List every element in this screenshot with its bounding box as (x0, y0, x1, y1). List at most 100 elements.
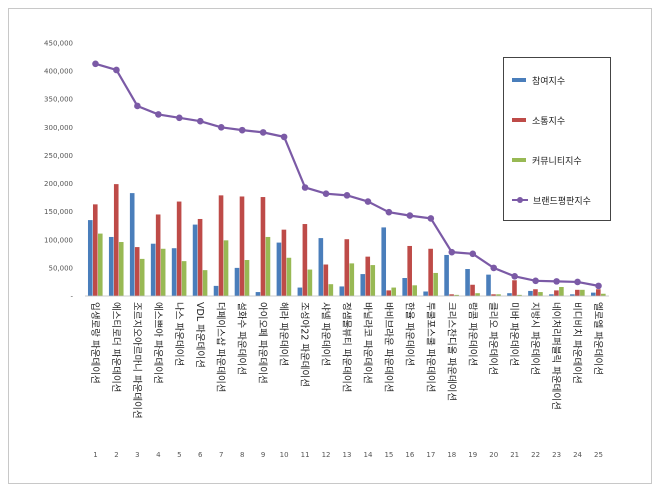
category-label: 샤넬 파운데이션 (320, 302, 332, 366)
rank-label: 23 (552, 451, 561, 459)
bar (139, 258, 145, 296)
rank-label: 24 (573, 451, 582, 459)
bar (129, 193, 135, 296)
category-label: 비디비치 파운데이션 (571, 302, 583, 384)
legend-swatch-communication (512, 118, 526, 122)
rank-label: 2 (114, 451, 118, 459)
bar (533, 289, 538, 296)
category-label: 크리스찬디올 파운데이션 (445, 302, 456, 401)
bar (575, 289, 580, 296)
legend-label-community: 커뮤니티지수 (532, 156, 582, 167)
bar (150, 243, 156, 296)
bar (517, 294, 522, 296)
bar (433, 272, 438, 296)
rank-label: 18 (447, 451, 456, 459)
bar (596, 289, 601, 296)
bar (134, 247, 140, 296)
bar (244, 260, 250, 296)
bar (302, 224, 308, 296)
line-point (217, 124, 225, 131)
bar (449, 294, 454, 296)
legend-label-participation: 참여지수 (532, 76, 566, 87)
bar (160, 248, 166, 296)
line-point (238, 126, 246, 134)
category-label: 지방시 파운데이션 (529, 302, 540, 375)
legend: 참여지수 소통지수 커뮤니티지수 브랜드평판지수 (503, 57, 611, 221)
bar (307, 269, 313, 296)
rank-label: 13 (343, 451, 352, 459)
bar (570, 294, 575, 296)
bar (454, 294, 459, 296)
line-point (490, 264, 498, 272)
legend-swatch-brand-reputation (512, 197, 528, 203)
bar (491, 294, 496, 296)
rank-label: 16 (405, 451, 414, 459)
rank-label: 1 (93, 451, 97, 459)
category-label: 조성아22 파운데이션 (299, 302, 310, 387)
line-point (574, 278, 581, 286)
bar (486, 274, 491, 296)
category-label: 더페이스샵 파운데이션 (215, 302, 226, 392)
bar (386, 290, 392, 296)
chart-canvas: - 50,000 100,000 150,000 200,000 250,000 300,0… (44, 40, 609, 459)
bar (281, 229, 287, 296)
chart-frame: - 50,000 100,000 150,000 200,000 250,000 300,0… (8, 8, 652, 484)
bar (328, 284, 334, 296)
bar (192, 224, 198, 296)
y-tick-label: - (70, 293, 73, 301)
line-point (196, 117, 204, 125)
category-label: 바비브라운 파운데이션 (382, 302, 393, 392)
bar (360, 274, 366, 296)
category-label: 정샘물뷰티 파운데이션 (341, 302, 352, 392)
bar (344, 239, 350, 296)
bar (391, 287, 397, 296)
category-label: 네이처리퍼블릭 파운데이션 (550, 302, 562, 410)
legend-item-communication: 소통지수 (512, 114, 565, 127)
bar (213, 285, 219, 296)
rank-label: 25 (594, 451, 603, 459)
rank-label: 22 (531, 451, 540, 459)
rank-label: 6 (198, 451, 203, 459)
line-point (595, 282, 602, 290)
line-point (113, 66, 120, 74)
category-label: 에스티로더 파운데이션 (110, 302, 121, 392)
rank-label: 12 (322, 451, 331, 459)
category-label: 설화수 파운데이션 (236, 302, 247, 375)
bar (365, 256, 371, 296)
line-point (364, 198, 372, 205)
line-point (406, 212, 414, 219)
line-point (92, 60, 99, 68)
category-label: 바닐라코 파운데이션 (361, 302, 372, 384)
rank-label: 10 (280, 451, 289, 459)
bar (407, 245, 412, 296)
legend-item-community: 커뮤니티지수 (512, 154, 582, 167)
rank-label: 7 (219, 451, 223, 459)
bar (87, 220, 93, 296)
line-point (343, 192, 351, 199)
bar (181, 261, 187, 296)
category-label: 투쿨포스쿨 파운데이션 (424, 302, 435, 392)
bar (470, 284, 475, 296)
category-label: 나스 파운데이션 (173, 302, 184, 366)
category-label: 클리오 파운데이션 (487, 302, 498, 375)
line-point (301, 184, 309, 191)
y-tick-label: 100,000 (44, 236, 73, 244)
bar (260, 197, 266, 296)
rank-label: 3 (135, 451, 139, 459)
category-label: 아이오페 파운데이션 (257, 302, 268, 384)
category-label: 미바 파운데이션 (508, 302, 519, 366)
bar (239, 196, 245, 296)
rank-label: 14 (363, 451, 372, 459)
y-tick-label: 450,000 (44, 40, 73, 48)
line-point (427, 215, 435, 222)
line-point (134, 102, 141, 110)
bar (339, 286, 345, 296)
legend-label-brand-reputation: 브랜드평판지수 (533, 196, 591, 207)
bar (318, 238, 324, 296)
bar (255, 292, 261, 296)
legend-swatch-participation (512, 78, 526, 82)
bar (370, 265, 376, 296)
bar (276, 242, 282, 296)
y-axis: - 50,000 100,000 150,000 200,000 250,000 300,0… (44, 40, 73, 301)
bar (591, 292, 596, 296)
